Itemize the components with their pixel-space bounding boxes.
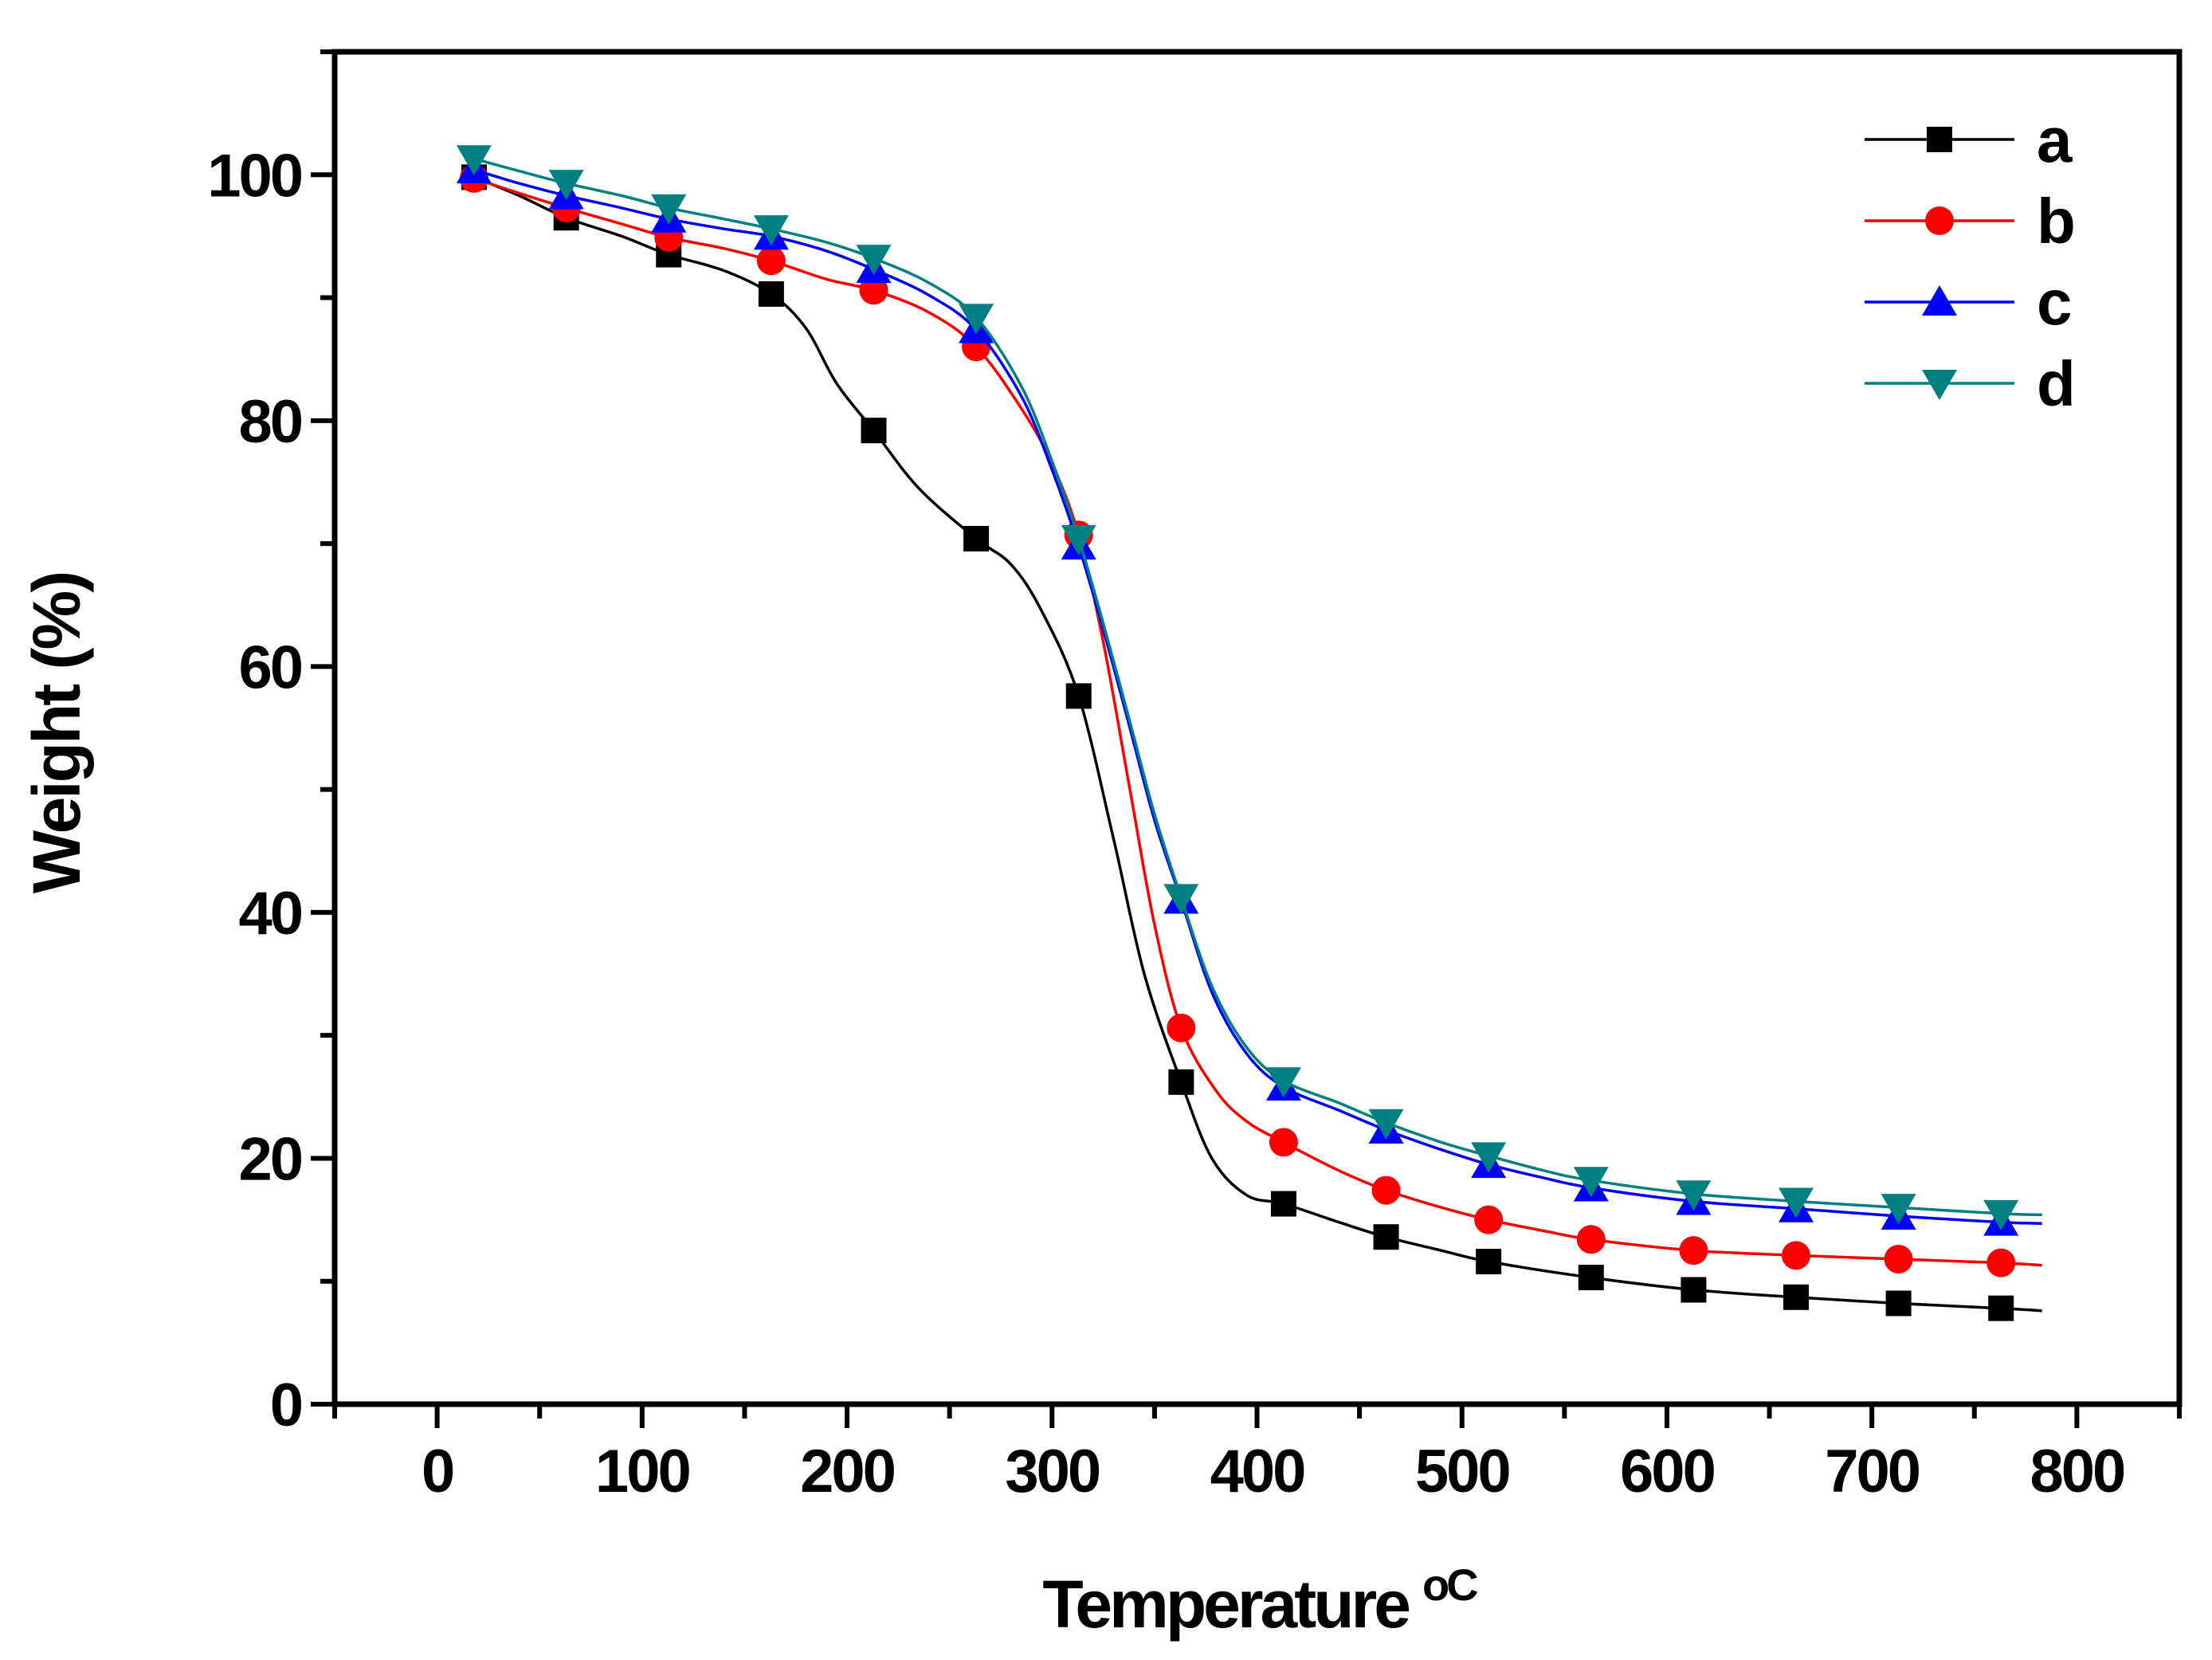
y-tick-label: 100 — [207, 142, 302, 210]
series-a-point — [963, 525, 990, 551]
legend-marker — [1925, 206, 1954, 235]
series-b-point — [1474, 1205, 1504, 1234]
legend-marker — [1922, 285, 1957, 316]
legend-label: a — [2037, 104, 2073, 175]
series-b-point — [1679, 1236, 1708, 1266]
series-b-point — [1986, 1248, 2016, 1277]
series-a-point — [1578, 1265, 1604, 1291]
series-d-point — [856, 245, 892, 276]
axes-layer: 0 100 200 300 400 500 600 700 800 0 20 40 60 80 100 — [207, 49, 2183, 1505]
series-a-point — [861, 418, 887, 444]
y-tick-label: 0 — [270, 1372, 302, 1439]
x-tick-label: 300 — [1005, 1438, 1100, 1505]
series-d-point — [1471, 1142, 1507, 1173]
x-axis-unit-text: oC — [1422, 1560, 1477, 1610]
x-tick-label: 500 — [1415, 1438, 1510, 1505]
x-tick-label: 400 — [1210, 1438, 1305, 1505]
series-d-point — [651, 194, 687, 225]
series-a-point — [1373, 1224, 1399, 1250]
x-axis-title: Temperature oC — [1042, 1560, 1477, 1642]
marks-layer — [456, 145, 2042, 1321]
y-tick-label: 80 — [238, 388, 301, 456]
series-d-point — [1573, 1167, 1609, 1198]
x-axis-title-text: Temperature — [1042, 1567, 1409, 1642]
series-d-point — [1778, 1187, 1814, 1219]
x-tick-label: 800 — [2030, 1438, 2124, 1505]
series-a-point — [1168, 1069, 1194, 1095]
series-a-point — [1681, 1277, 1707, 1303]
series-d-point — [1163, 884, 1199, 915]
series-b-point — [1269, 1128, 1298, 1157]
x-tick-label: 200 — [800, 1438, 895, 1505]
series-d — [456, 145, 2042, 1230]
series-a-point — [1476, 1249, 1502, 1275]
legend-item-a: a — [1865, 104, 2073, 175]
series-a-point — [1270, 1191, 1296, 1217]
series-d-point — [548, 170, 584, 201]
series-a-point — [758, 281, 784, 307]
series-a-line — [473, 175, 2042, 1313]
legend-label: d — [2037, 348, 2076, 419]
series-b-point — [1371, 1175, 1401, 1205]
series-b-point — [1576, 1225, 1606, 1254]
legend-item-c: c — [1865, 267, 2073, 338]
legend-marker — [1927, 127, 1952, 152]
series-d-point — [959, 304, 994, 335]
series-b-point — [1781, 1241, 1810, 1270]
series-d-point — [1368, 1109, 1404, 1140]
legend-label: b — [2037, 186, 2076, 257]
series-a-point — [1065, 683, 1092, 709]
y-tick-label: 20 — [238, 1125, 301, 1193]
series-b-point — [756, 246, 786, 276]
series-b-point — [1167, 1013, 1196, 1042]
series-a-point — [1885, 1290, 1912, 1317]
series-d-point — [1983, 1199, 2019, 1230]
series-d-point — [456, 145, 492, 176]
x-tick-label: 0 — [422, 1438, 453, 1505]
series-d-point — [1061, 524, 1096, 555]
series-d-point — [1265, 1067, 1301, 1098]
x-tick-label: 700 — [1825, 1438, 1920, 1505]
series-a-point — [1988, 1295, 2014, 1321]
series-a-point — [1783, 1284, 1809, 1310]
y-tick-label: 40 — [238, 880, 301, 948]
series-b-point — [859, 276, 888, 305]
legend-item-b: b — [1865, 186, 2076, 257]
series-d-point — [1881, 1194, 1916, 1225]
y-axis-title: Weight (%) — [19, 573, 94, 893]
legend-label: c — [2037, 267, 2073, 338]
series-d-point — [753, 215, 789, 246]
series-d-point — [1676, 1180, 1712, 1211]
legend-item-d: d — [1865, 348, 2076, 419]
series-b-point — [1884, 1244, 1913, 1273]
x-tick-label: 100 — [595, 1438, 690, 1505]
x-tick-label: 600 — [1620, 1438, 1715, 1505]
legend-marker — [1922, 370, 1957, 400]
y-tick-label: 60 — [238, 634, 301, 701]
